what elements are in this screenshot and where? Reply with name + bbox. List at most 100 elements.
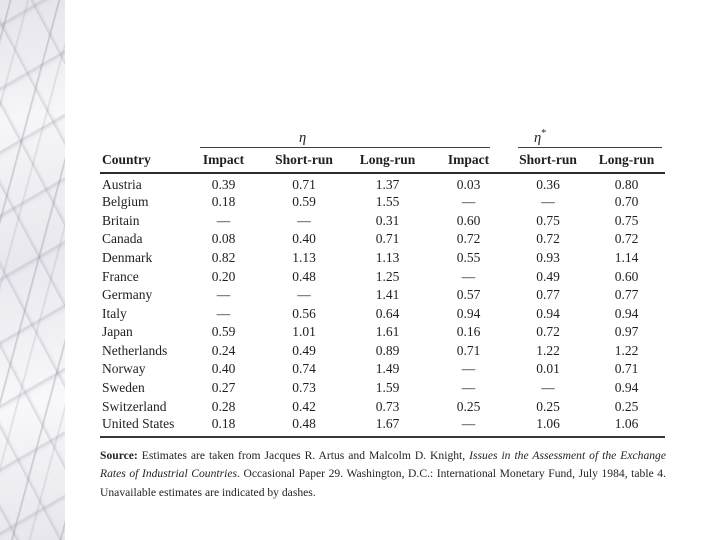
value-cell: 0.20 (211, 268, 236, 284)
country-cell: France (102, 268, 139, 284)
value-cell: — (461, 268, 476, 284)
value-cell: 0.72 (456, 231, 481, 247)
value-cell: — (216, 305, 231, 321)
value-cell: 0.89 (375, 342, 400, 358)
country-cell: Netherlands (102, 342, 168, 358)
table-row: Sweden 0.27 0.73 1.59 — — 0.94 (100, 379, 665, 398)
value-cell: 0.71 (456, 342, 481, 358)
value-cell: 0.59 (292, 194, 316, 210)
col-header-country: Country (100, 147, 185, 174)
value-cell: 0.73 (375, 398, 400, 414)
value-cell: 1.13 (375, 249, 400, 265)
country-cell: Germany (102, 287, 153, 303)
value-cell: 0.70 (614, 194, 639, 210)
value-cell: 1.06 (508, 415, 589, 438)
value-cell: 1.01 (292, 324, 316, 340)
value-cell: 0.48 (262, 415, 346, 438)
value-cell: 0.77 (536, 287, 560, 303)
value-cell: 0.60 (456, 212, 481, 228)
value-cell: 1.22 (614, 342, 639, 358)
marble-border (0, 0, 65, 540)
value-cell: 0.18 (211, 194, 236, 210)
value-cell: 0.73 (292, 380, 316, 396)
value-cell: 0.31 (375, 212, 400, 228)
source-text-1: Estimates are taken from Jacques R. Artu… (137, 449, 470, 462)
country-cell: Canada (102, 231, 143, 247)
value-cell: 1.59 (375, 380, 400, 396)
value-cell: 0.27 (211, 380, 236, 396)
eta-group-header: η (185, 126, 508, 148)
value-cell: 0.55 (456, 249, 481, 265)
value-cell: 0.71 (292, 176, 316, 192)
value-cell: 0.36 (536, 176, 560, 192)
col-header-long-run-eta-star: Long-run (588, 147, 666, 174)
table-row: Switzerland 0.28 0.42 0.73 0.25 0.25 0.25 (100, 397, 665, 416)
value-cell: 0.24 (211, 342, 236, 358)
col-header-short-run-eta-star: Short-run (508, 147, 589, 174)
col-header-impact-eta: Impact (185, 147, 262, 174)
col-header-short-run-eta: Short-run (262, 147, 346, 174)
country-cell: Norway (102, 361, 146, 377)
country-cell: Austria (102, 176, 142, 192)
eta-star-group-header: η* (508, 126, 665, 148)
value-cell: 0.74 (292, 361, 316, 377)
value-cell: 0.72 (536, 324, 560, 340)
value-cell: 0.64 (375, 305, 400, 321)
table-row: Belgium 0.18 0.59 1.55 — — 0.70 (100, 193, 665, 212)
group-header-empty (100, 126, 185, 148)
value-cell: 0.94 (614, 305, 639, 321)
table-row: Japan 0.59 1.01 1.61 0.16 0.72 0.97 (100, 323, 665, 342)
value-cell: 1.55 (375, 194, 400, 210)
table-row: Italy — 0.56 0.64 0.94 0.94 0.94 (100, 304, 665, 323)
table-row: Canada 0.08 0.40 0.71 0.72 0.72 0.72 (100, 230, 665, 249)
value-cell: 0.40 (211, 361, 236, 377)
value-cell: 0.75 (614, 212, 639, 228)
country-cell: Sweden (102, 380, 145, 396)
country-cell: Switzerland (102, 398, 167, 414)
value-cell: 0.01 (536, 361, 560, 377)
value-cell: 0.80 (614, 176, 639, 192)
value-cell: 0.72 (536, 231, 560, 247)
data-table: η η* Country Impact Short-run Long-run I… (100, 126, 666, 438)
value-cell: 0.94 (536, 305, 560, 321)
eta-star-label: η* (534, 128, 547, 146)
country-cell: United States (100, 415, 185, 438)
value-cell: 0.60 (614, 268, 639, 284)
value-cell: 0.97 (614, 324, 639, 340)
value-cell: — (541, 380, 555, 396)
country-cell: Denmark (102, 249, 153, 265)
value-cell: — (216, 287, 231, 303)
country-cell: Italy (102, 305, 127, 321)
value-cell: 0.16 (456, 324, 481, 340)
value-cell: 0.59 (211, 324, 236, 340)
value-cell: 0.94 (456, 305, 481, 321)
value-cell: 0.42 (292, 398, 316, 414)
group-header-row: η η* (100, 126, 665, 148)
value-cell: 1.67 (346, 415, 429, 438)
value-cell: 0.71 (614, 361, 639, 377)
value-cell: 0.49 (292, 342, 316, 358)
value-cell: 0.77 (614, 287, 639, 303)
country-cell: Japan (102, 324, 133, 340)
value-cell: 1.37 (375, 176, 400, 192)
source-title-italic: Issues in the Assessment of the Exchange… (100, 449, 666, 481)
value-cell: 0.94 (614, 380, 639, 396)
value-cell: 1.06 (588, 415, 666, 438)
value-cell: 0.28 (211, 398, 236, 414)
col-header-long-run-eta: Long-run (346, 147, 429, 174)
value-cell: 0.48 (292, 268, 316, 284)
table-row: Denmark 0.82 1.13 1.13 0.55 0.93 1.14 (100, 249, 665, 268)
value-cell: 0.40 (292, 231, 316, 247)
value-cell: 1.14 (614, 249, 639, 265)
value-cell: 0.18 (185, 415, 262, 438)
value-cell: 1.41 (375, 287, 400, 303)
value-cell: — (461, 361, 476, 377)
value-cell: 0.25 (536, 398, 560, 414)
value-cell: 0.57 (456, 287, 481, 303)
value-cell: 0.82 (211, 249, 236, 265)
country-cell: Belgium (102, 194, 149, 210)
value-cell: 0.56 (292, 305, 316, 321)
value-cell: 0.39 (211, 176, 236, 192)
value-cell: 1.13 (292, 249, 316, 265)
value-cell: 0.03 (456, 176, 481, 192)
